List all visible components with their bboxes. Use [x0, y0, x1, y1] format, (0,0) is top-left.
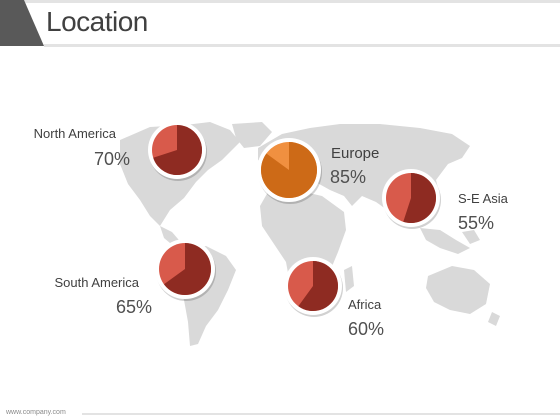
pie-europe	[257, 138, 322, 204]
label-south-america: South America	[54, 275, 139, 290]
pct-south-america: 65%	[115, 297, 152, 317]
footer-rule	[82, 413, 560, 415]
pie-s-e-asia	[382, 169, 441, 229]
pie-africa	[284, 257, 343, 317]
pct-africa: 60%	[348, 319, 385, 339]
pct-se-asia: 55%	[458, 213, 495, 233]
pct-europe: 85%	[330, 167, 367, 187]
pie-slice-value	[298, 261, 338, 312]
footer-url: www.company.com	[6, 409, 66, 416]
label-europe: Europe	[331, 145, 380, 162]
slide-title: Location	[46, 6, 148, 37]
pie-slice-value	[261, 142, 317, 198]
pct-north-america: 70%	[93, 149, 130, 169]
label-africa: Africa	[348, 297, 382, 312]
title-rule	[44, 44, 560, 47]
pie-slice-value	[403, 173, 436, 223]
pie-north-america	[148, 121, 207, 181]
pie-slice-value	[163, 243, 212, 295]
label-north-america: North America	[33, 126, 116, 141]
header-triangle	[0, 0, 44, 46]
pie-south-america	[155, 239, 216, 301]
pie-slice-value	[153, 125, 202, 175]
header-top-rule	[0, 0, 560, 3]
label-se-asia: S-E Asia	[458, 191, 508, 206]
